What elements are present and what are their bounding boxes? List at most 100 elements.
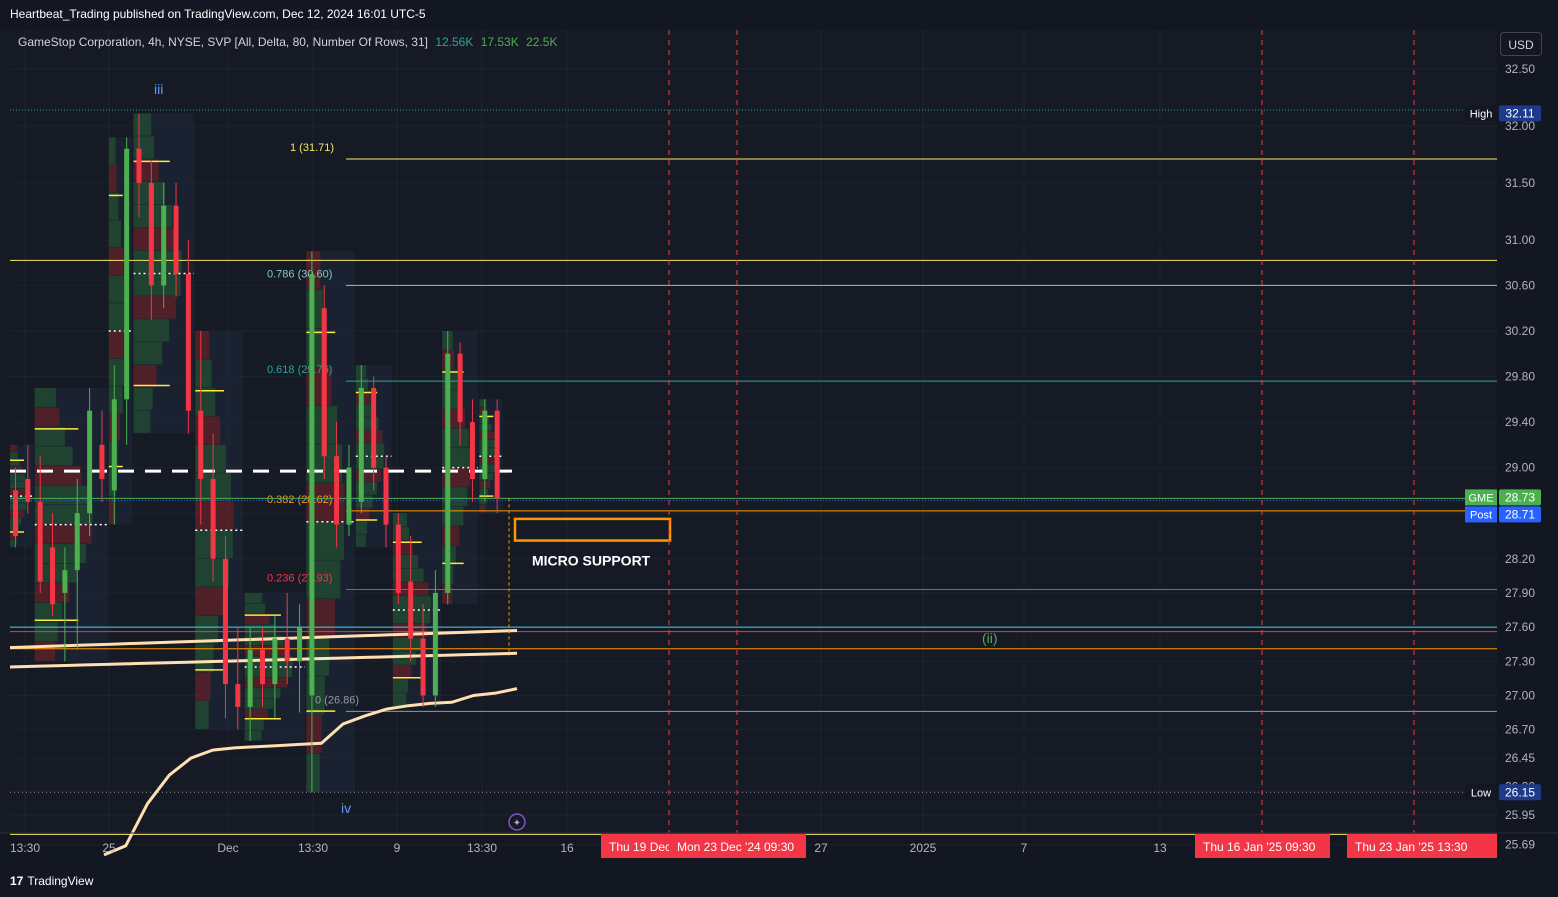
volume-profile-row <box>306 289 323 328</box>
volume-profile-row <box>133 296 177 319</box>
volume-profile-row <box>442 584 453 604</box>
price-tick-label: 29.40 <box>1505 415 1535 429</box>
volume-profile-row <box>10 474 25 481</box>
volume-profile-row <box>34 446 73 466</box>
time-tick-label: 16 <box>560 841 574 855</box>
event-marker-icon[interactable] <box>508 813 526 831</box>
candle-body <box>457 353 463 423</box>
volume-profile-row <box>34 524 92 544</box>
candle-body <box>173 205 179 275</box>
volume-profile-row <box>195 387 216 416</box>
candle-body <box>62 570 68 593</box>
volume-profile-row <box>34 544 87 564</box>
micro-support-box <box>513 517 672 542</box>
time-tick-label: 25 <box>102 841 116 855</box>
fib-level-label: 0 (26.86) <box>315 694 359 706</box>
price-tag-name: Post <box>1470 509 1492 521</box>
candle-body <box>235 684 241 707</box>
price-axis[interactable]: 32.50 32.00 31.50 31.00 30.60 30.20 29.80 29.40… <box>1497 28 1558 868</box>
volume-profile-row <box>34 426 65 446</box>
candle-body <box>395 524 401 593</box>
legend-title: GameStop Corporation, 4h, NYSE, SVP [All… <box>18 35 428 49</box>
volume-profile-row <box>10 459 20 467</box>
candle-body <box>25 479 31 502</box>
fib-level-label: 0.382 (28.62) <box>267 494 332 506</box>
fib-level-label: 0.236 (27.93) <box>267 573 332 585</box>
volume-profile-row <box>306 714 322 754</box>
time-axis[interactable]: 13:30 25 Dec 13:30 9 13:30 16 27 2025 7 13 Thu 19 D… <box>0 832 1558 858</box>
price-tag-value: 28.73 <box>1505 490 1535 504</box>
volume-profile-row <box>108 275 127 303</box>
volume-profile-row <box>479 399 487 407</box>
candle-body <box>99 444 105 480</box>
volume-profile-row <box>479 439 497 448</box>
price-tick-label: 25.95 <box>1505 808 1535 822</box>
volume-profile-row <box>392 651 416 665</box>
volume-profile-row <box>195 701 209 730</box>
candle-body <box>284 638 290 662</box>
candle-body <box>111 399 117 491</box>
volume-profile-row <box>10 540 17 547</box>
price-tick-label: 31.00 <box>1505 233 1535 247</box>
chart-legend[interactable]: GameStop Corporation, 4h, NYSE, SVP [All… <box>18 35 557 49</box>
volume-profile-row <box>10 496 29 503</box>
volume-profile-row <box>34 505 93 524</box>
price-chart[interactable]: 1 (31.71) 0.786 (30.60) 0.618 (29.76) 0.382… <box>0 28 1558 868</box>
fib-level-label: 0.786 (30.60) <box>267 268 332 280</box>
volume-profile-row <box>195 615 219 644</box>
volume-profile-row <box>479 496 487 505</box>
fib-level-label: 0.618 (29.76) <box>267 364 332 376</box>
currency-button[interactable]: USD <box>1500 32 1542 56</box>
published-by-text: Heartbeat_Trading published on TradingVi… <box>10 7 426 21</box>
volume-profile-row <box>108 192 119 220</box>
volume-profile-row <box>392 527 410 541</box>
volume-profile-row <box>108 247 124 276</box>
volume-profile-row <box>133 342 163 365</box>
time-tick-label: 2025 <box>910 841 937 855</box>
price-tag-name-bg <box>1465 105 1497 122</box>
price-tick-label: 27.60 <box>1505 620 1535 634</box>
volume-profile-row <box>108 330 128 359</box>
volume-profile-row <box>10 481 28 489</box>
volume-profile-row <box>392 665 412 679</box>
volume-profile-row <box>355 534 366 547</box>
price-tag-name: Low <box>1471 787 1491 799</box>
volume-profile-row <box>108 358 126 386</box>
price-tick-label: 27.90 <box>1505 586 1535 600</box>
candle-body <box>309 274 315 696</box>
volume-profile-row <box>244 666 292 677</box>
volume-profile-row <box>244 603 266 614</box>
candle-body <box>272 638 278 685</box>
price-tag-name-bg <box>1465 506 1497 523</box>
candle-body <box>297 627 303 662</box>
date-marker-badge <box>601 834 677 858</box>
candle-body <box>469 422 475 480</box>
time-tick-label: Dec <box>217 841 238 855</box>
date-marker-lines <box>668 30 1415 833</box>
price-tag-value: 26.15 <box>1505 785 1535 799</box>
legend-value-3: 22.5K <box>526 35 558 49</box>
volume-profile-row <box>108 165 117 193</box>
date-marker-badge <box>1347 834 1497 858</box>
candle-body <box>13 490 18 536</box>
volume-profile-row <box>244 624 277 635</box>
price-tag-value-bg <box>1499 105 1541 122</box>
price-tick-label: 28.20 <box>1505 552 1535 566</box>
candle-body <box>37 501 43 582</box>
tradingview-brand[interactable]: 17 TradingView <box>10 874 93 888</box>
price-tick-label: 29.80 <box>1505 370 1535 384</box>
volume-profile-row <box>244 698 274 709</box>
candle-body <box>198 410 204 480</box>
volume-profile-row <box>10 503 27 511</box>
candle-body <box>445 353 451 593</box>
volume-profile-row <box>108 137 116 165</box>
time-tick-label: 13:30 <box>10 841 40 855</box>
volume-profile-row <box>479 464 496 472</box>
volume-profile-row <box>195 644 214 673</box>
candle-body <box>420 638 426 696</box>
volume-profile-row <box>133 387 153 411</box>
volume-profile-row <box>392 693 407 707</box>
volume-profile-row <box>34 641 56 661</box>
volume-profile-row <box>355 495 373 508</box>
candle-body <box>87 410 93 514</box>
